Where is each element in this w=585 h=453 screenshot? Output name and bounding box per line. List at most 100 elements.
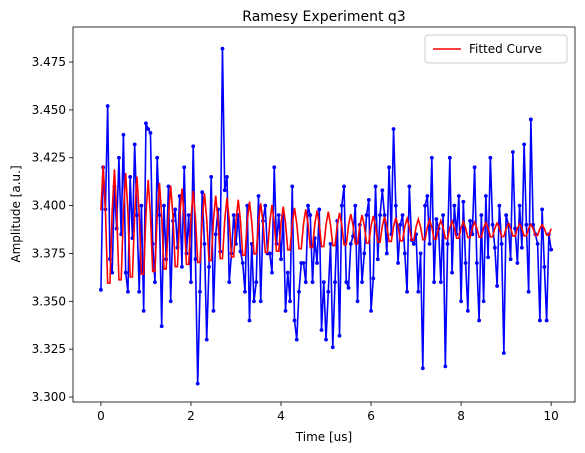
y-tick-label: 3.400 <box>32 199 66 213</box>
data-point <box>186 213 191 218</box>
data-point <box>481 299 486 304</box>
data-point <box>369 308 373 313</box>
data-point <box>393 203 398 208</box>
data-point <box>519 245 524 250</box>
data-point <box>222 188 227 193</box>
data-point <box>324 337 328 342</box>
data-point <box>526 289 531 294</box>
y-axis-label: Amplitude [a.u.] <box>9 165 23 262</box>
data-point <box>425 194 430 198</box>
data-point <box>240 261 245 265</box>
data-point <box>497 203 502 208</box>
data-point <box>387 165 391 170</box>
x-tick-label: 4 <box>277 409 285 423</box>
data-point <box>398 222 403 227</box>
data-point <box>267 251 272 256</box>
data-point <box>202 241 207 246</box>
data-point <box>355 299 360 304</box>
data-point <box>483 194 488 198</box>
data-point <box>360 280 364 285</box>
data-point <box>285 270 290 275</box>
data-point <box>279 257 283 262</box>
data-point <box>247 318 252 323</box>
x-tick-label: 0 <box>97 409 105 423</box>
data-point <box>549 247 554 252</box>
data-point <box>384 251 389 256</box>
data-point <box>411 241 416 246</box>
data-point <box>495 284 500 288</box>
data-point <box>166 184 171 189</box>
data-point <box>144 121 148 126</box>
data-point <box>344 280 349 285</box>
data-point <box>544 318 549 323</box>
data-point <box>146 127 151 131</box>
data-point <box>252 299 256 304</box>
data-point <box>438 280 443 285</box>
data-point <box>195 381 200 386</box>
data-point <box>326 289 331 294</box>
data-point <box>400 213 405 218</box>
data-point <box>211 308 216 313</box>
data-point <box>153 280 157 285</box>
data-point <box>308 213 313 218</box>
data-point <box>488 155 493 160</box>
data-point <box>126 289 130 294</box>
data-point <box>513 226 518 231</box>
data-point <box>346 286 351 290</box>
data-point <box>508 257 513 262</box>
data-point <box>522 142 527 147</box>
data-point <box>427 241 432 246</box>
data-point <box>168 299 173 304</box>
data-point <box>258 299 263 304</box>
data-point <box>366 197 371 202</box>
data-point <box>420 366 425 371</box>
data-point <box>283 308 288 313</box>
data-point <box>132 142 137 147</box>
data-point <box>542 264 547 269</box>
data-point <box>117 155 121 160</box>
data-point <box>418 251 423 256</box>
data-point <box>254 280 259 285</box>
data-point <box>405 289 409 294</box>
data-point <box>297 289 301 294</box>
data-point <box>501 351 506 355</box>
data-point <box>317 207 322 212</box>
data-point <box>198 289 202 294</box>
data-point <box>459 299 463 304</box>
data-point <box>319 328 324 332</box>
legend: Fitted Curve <box>424 34 568 64</box>
data-point <box>382 213 387 218</box>
data-point <box>468 219 472 223</box>
data-point <box>477 318 482 323</box>
data-point <box>139 203 144 208</box>
data-point <box>148 130 153 135</box>
data-point <box>402 251 407 256</box>
data-point <box>303 280 308 285</box>
data-point <box>333 280 337 285</box>
data-point <box>137 289 142 294</box>
data-point <box>220 46 225 51</box>
data-point <box>270 270 274 275</box>
data-point <box>191 144 196 149</box>
data-point <box>110 270 115 275</box>
data-point <box>121 132 126 137</box>
data-point <box>243 289 247 294</box>
data-point <box>380 188 385 193</box>
data-point <box>315 261 319 265</box>
data-point <box>227 280 232 285</box>
data-point <box>429 155 434 160</box>
data-point <box>193 257 198 262</box>
data-point <box>373 184 378 189</box>
y-tick-label: 3.475 <box>32 55 66 69</box>
data-point <box>99 287 103 292</box>
data-point <box>443 364 448 369</box>
chart-title: Ramesy Experiment q3 <box>242 9 405 25</box>
data-point <box>461 199 466 204</box>
data-point <box>528 117 533 122</box>
y-tick-label: 3.425 <box>32 151 66 165</box>
data-point <box>362 251 367 256</box>
data-point <box>423 203 427 208</box>
data-point <box>306 203 310 208</box>
data-point <box>342 184 346 189</box>
data-point <box>213 232 218 237</box>
